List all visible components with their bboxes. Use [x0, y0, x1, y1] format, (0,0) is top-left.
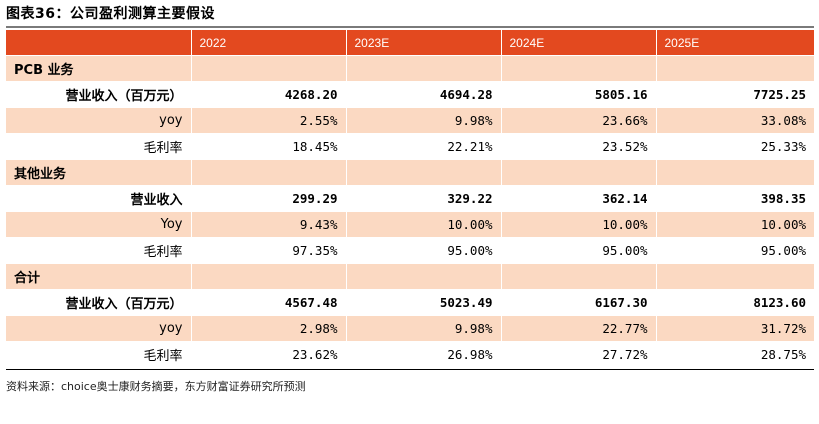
row-label: 毛利率 [6, 133, 192, 160]
table-row: 毛利率 23.62% 26.98% 27.72% 28.75% [6, 341, 814, 368]
table-row: 营业收入 299.29 329.22 362.14 398.35 [6, 185, 814, 212]
header-cell-2023e: 2023E [346, 30, 502, 56]
table-row: yoy 2.98% 9.98% 22.77% 31.72% [6, 315, 814, 342]
cell-value: 398.35 [656, 185, 814, 212]
cell-value: 4567.48 [191, 289, 347, 316]
cell-value: 362.14 [501, 185, 657, 212]
cell-value: 10.00% [656, 211, 814, 238]
row-label: 营业收入 [6, 185, 192, 212]
cell-value: 329.22 [346, 185, 502, 212]
cell-value: 26.98% [346, 341, 502, 368]
bottom-rule [6, 369, 814, 370]
section-row: 合计 [6, 263, 814, 290]
chart-title: 图表36：公司盈利测算主要假设 [6, 6, 215, 22]
header-cell-2024e: 2024E [501, 30, 657, 56]
cell-value: 9.43% [191, 211, 347, 238]
section-label: PCB 业务 [6, 55, 192, 82]
cell-value: 28.75% [656, 341, 814, 368]
cell-value: 95.00% [346, 237, 502, 264]
cell-value: 97.35% [191, 237, 347, 264]
section-label: 合计 [6, 263, 192, 290]
cell-value: 95.00% [656, 237, 814, 264]
cell-value: 299.29 [191, 185, 347, 212]
cell-value: 95.00% [501, 237, 657, 264]
table-row: 营业收入（百万元） 4268.20 4694.28 5805.16 7725.2… [6, 81, 814, 108]
row-label: Yoy [6, 211, 192, 238]
table-row: yoy 2.55% 9.98% 23.66% 33.08% [6, 107, 814, 134]
cell-value: 25.33% [656, 133, 814, 160]
cell-value: 2.98% [191, 315, 347, 342]
cell-value: 4268.20 [191, 81, 347, 108]
assumptions-table: 2022 2023E 2024E 2025E PCB 业务 营业收入（百万元） … [6, 30, 814, 368]
cell-value: 8123.60 [656, 289, 814, 316]
cell-value: 10.00% [346, 211, 502, 238]
cell-value: 18.45% [191, 133, 347, 160]
cell-value: 9.98% [346, 107, 502, 134]
table-row: 毛利率 97.35% 95.00% 95.00% 95.00% [6, 237, 814, 264]
cell-value: 6167.30 [501, 289, 657, 316]
table-row: 毛利率 18.45% 22.21% 23.52% 25.33% [6, 133, 814, 160]
row-label: 营业收入（百万元） [6, 289, 192, 316]
section-row: PCB 业务 [6, 55, 814, 82]
header-row: 2022 2023E 2024E 2025E [6, 30, 814, 56]
cell-value: 27.72% [501, 341, 657, 368]
cell-value: 23.66% [501, 107, 657, 134]
row-label: 毛利率 [6, 237, 192, 264]
cell-value: 23.52% [501, 133, 657, 160]
cell-value: 33.08% [656, 107, 814, 134]
header-cell-blank [6, 30, 192, 56]
section-row: 其他业务 [6, 159, 814, 186]
header-cell-2025e: 2025E [656, 30, 814, 56]
cell-value: 22.21% [346, 133, 502, 160]
row-label: 毛利率 [6, 341, 192, 368]
cell-value: 7725.25 [656, 81, 814, 108]
cell-value: 23.62% [191, 341, 347, 368]
cell-value: 2.55% [191, 107, 347, 134]
row-label: yoy [6, 107, 192, 134]
section-label: 其他业务 [6, 159, 192, 186]
table-row: Yoy 9.43% 10.00% 10.00% 10.00% [6, 211, 814, 238]
top-rule [6, 26, 814, 28]
cell-value: 9.98% [346, 315, 502, 342]
header-cell-2022: 2022 [191, 30, 347, 56]
row-label: 营业收入（百万元） [6, 81, 192, 108]
source-note: 资料来源：choice奥士康财务摘要，东方财富证券研究所预测 [6, 380, 306, 393]
cell-value: 22.77% [501, 315, 657, 342]
cell-value: 5805.16 [501, 81, 657, 108]
cell-value: 5023.49 [346, 289, 502, 316]
cell-value: 10.00% [501, 211, 657, 238]
cell-value: 4694.28 [346, 81, 502, 108]
cell-value: 31.72% [656, 315, 814, 342]
row-label: yoy [6, 315, 192, 342]
table-row: 营业收入（百万元） 4567.48 5023.49 6167.30 8123.6… [6, 289, 814, 316]
